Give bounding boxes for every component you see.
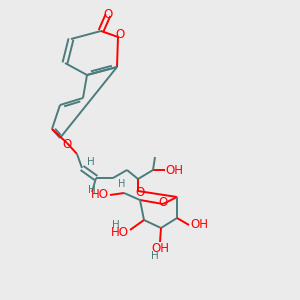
Text: HO: HO (111, 226, 129, 238)
Text: O: O (62, 139, 72, 152)
Text: OH: OH (165, 164, 183, 176)
Text: O: O (135, 185, 145, 199)
Text: O: O (103, 8, 112, 22)
Text: O: O (158, 196, 168, 208)
Text: H: H (88, 185, 96, 195)
Text: O: O (116, 28, 124, 41)
Text: H: H (151, 251, 159, 261)
Text: H: H (112, 220, 120, 230)
Text: H: H (118, 179, 126, 189)
Text: OH: OH (190, 218, 208, 232)
Text: H: H (87, 157, 95, 167)
Text: OH: OH (151, 242, 169, 256)
Text: HO: HO (91, 188, 109, 200)
